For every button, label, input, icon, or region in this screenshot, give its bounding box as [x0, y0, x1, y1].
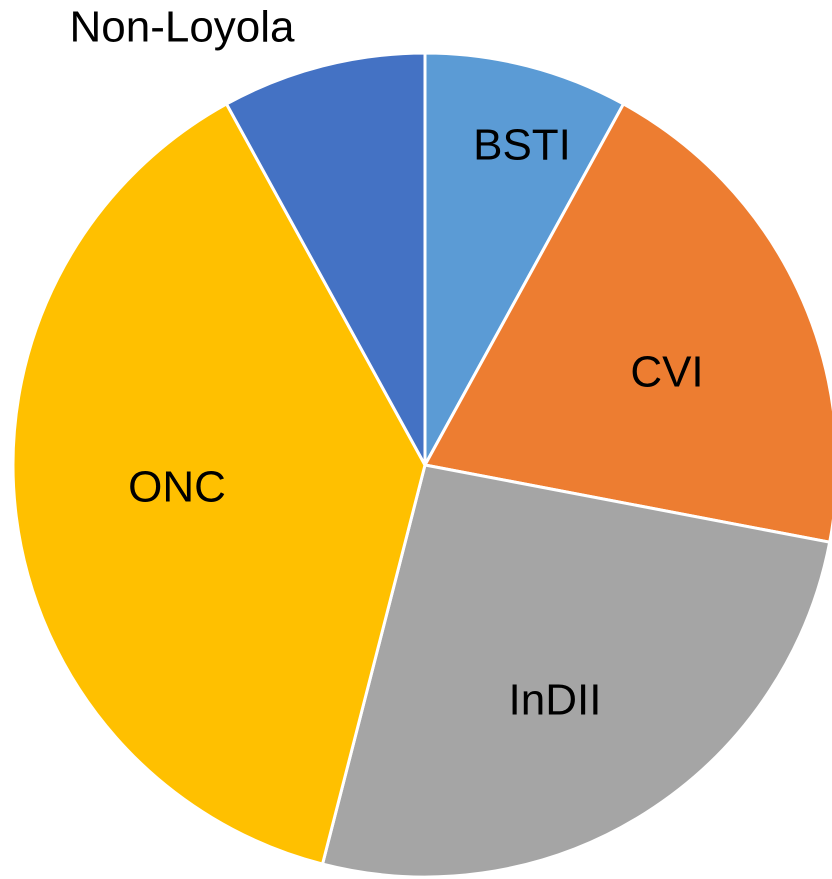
slice-label: BSTI [473, 121, 571, 170]
slice-label: ONC [128, 463, 226, 512]
pie-slice [11, 102, 427, 866]
slice-label: CVI [630, 348, 703, 397]
pie-slice [321, 463, 832, 879]
pie-slice [423, 51, 625, 467]
pie-slice [225, 51, 427, 467]
slice-label: InDII [509, 676, 602, 725]
slice-label: Non-Loyola [69, 3, 295, 52]
pie-slice [423, 102, 832, 544]
